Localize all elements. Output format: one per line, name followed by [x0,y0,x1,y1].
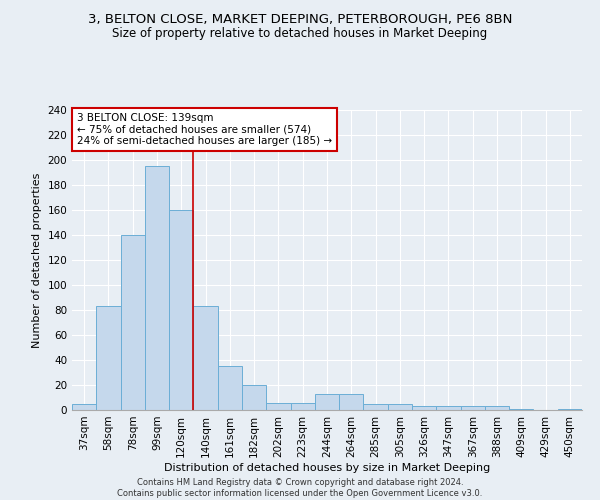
Text: Size of property relative to detached houses in Market Deeping: Size of property relative to detached ho… [112,28,488,40]
Bar [218,366,242,410]
Bar [436,406,461,410]
Bar [72,404,96,410]
Text: 3, BELTON CLOSE, MARKET DEEPING, PETERBOROUGH, PE6 8BN: 3, BELTON CLOSE, MARKET DEEPING, PETERBO… [88,12,512,26]
Bar [339,394,364,410]
Bar [193,306,218,410]
Bar [121,235,145,410]
Bar [558,409,582,410]
Bar [364,404,388,410]
Bar [412,406,436,410]
Bar [485,406,509,410]
Text: 3 BELTON CLOSE: 139sqm
← 75% of detached houses are smaller (574)
24% of semi-de: 3 BELTON CLOSE: 139sqm ← 75% of detached… [77,113,332,146]
Bar [461,406,485,410]
Bar [509,409,533,410]
Bar [388,404,412,410]
Bar [242,385,266,410]
X-axis label: Distribution of detached houses by size in Market Deeping: Distribution of detached houses by size … [164,462,490,472]
Bar [315,394,339,410]
Bar [266,402,290,410]
Bar [96,306,121,410]
Y-axis label: Number of detached properties: Number of detached properties [32,172,42,348]
Bar [145,166,169,410]
Text: Contains HM Land Registry data © Crown copyright and database right 2024.
Contai: Contains HM Land Registry data © Crown c… [118,478,482,498]
Bar [290,402,315,410]
Bar [169,210,193,410]
